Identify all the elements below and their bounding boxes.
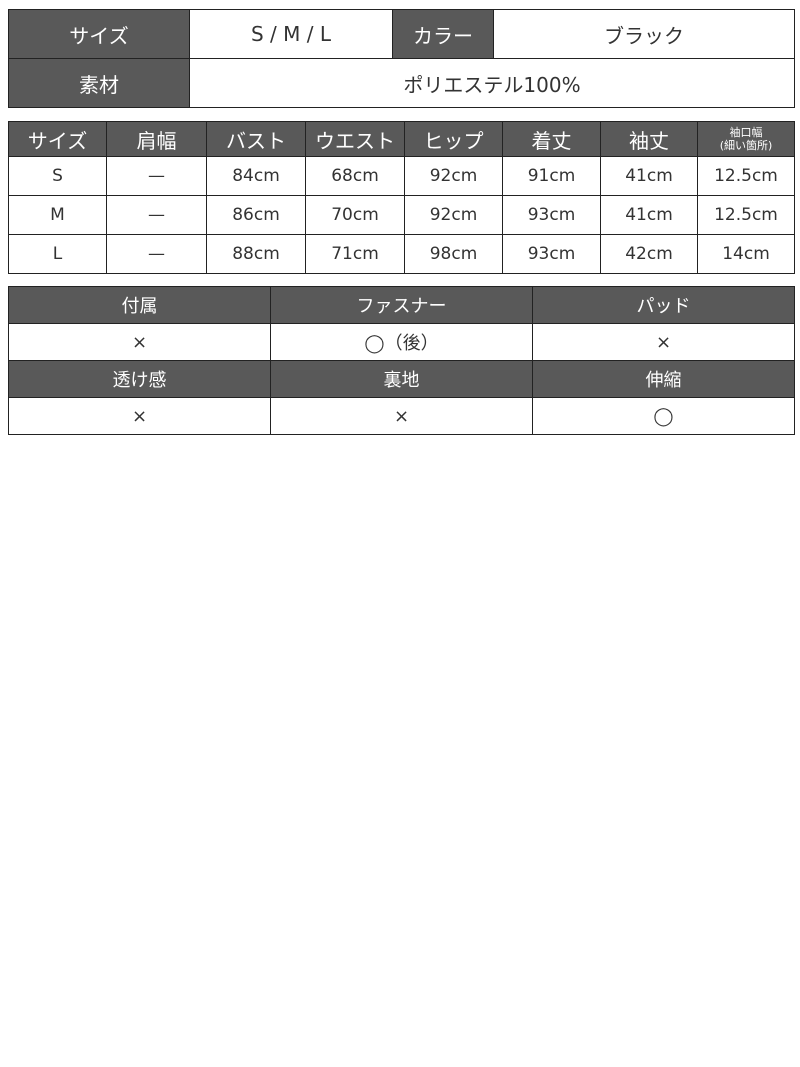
header-cell-cuff: 袖口幅 (細い箇所) (697, 121, 795, 157)
size-table: サイズ 肩幅 バスト ウエスト ヒップ 着丈 袖丈 袖口幅 (細い箇所) S —84… (8, 121, 795, 274)
cell: 12.5cm (697, 156, 795, 196)
spec-table: サイズ S / M / L カラー ブラック 素材 ポリエステル100% (8, 9, 795, 108)
table-row: M —86cm 70cm 92cm 93cm 41cm 12.5cm (8, 195, 795, 235)
cell: 98cm (404, 234, 503, 274)
cell: 84cm (206, 156, 306, 196)
table-row: L —88cm 71cm 98cm 93cm 42cm 14cm (8, 234, 795, 274)
cell: 71cm (305, 234, 405, 274)
cell: 88cm (206, 234, 306, 274)
header-cell: パッド (532, 286, 795, 324)
header-cell: 付属 (8, 286, 271, 324)
cell: 41cm (600, 156, 698, 196)
cell: — (106, 195, 207, 235)
header-cell: 裏地 (270, 360, 533, 398)
size-label: サイズ (8, 9, 190, 59)
cell: 93cm (502, 195, 601, 235)
header-cell: 透け感 (8, 360, 271, 398)
color-value: ブラック (493, 9, 795, 59)
cell: 91cm (502, 156, 601, 196)
cell: × (270, 397, 533, 435)
header-cell: 肩幅 (106, 121, 207, 157)
header-cell: ウエスト (305, 121, 405, 157)
table-row: S —84cm 68cm 92cm 91cm 41cm 12.5cm (8, 156, 795, 196)
header-cell: サイズ (8, 121, 107, 157)
header-cell: 袖丈 (600, 121, 698, 157)
cell: 92cm (404, 195, 503, 235)
cell: 70cm (305, 195, 405, 235)
header-cell: 伸縮 (532, 360, 795, 398)
cell: × (532, 323, 795, 361)
header-cell: 着丈 (502, 121, 601, 157)
color-label: カラー (392, 9, 494, 59)
cuff-line1: 袖口幅 (729, 126, 763, 139)
material-label: 素材 (8, 58, 190, 108)
cell: × (8, 323, 271, 361)
size-table-header: サイズ 肩幅 バスト ウエスト ヒップ 着丈 袖丈 袖口幅 (細い箇所) (8, 121, 795, 157)
cuff-line2: (細い箇所) (719, 139, 773, 152)
cell: ◯（後） (270, 323, 533, 361)
header-cell: ヒップ (404, 121, 503, 157)
cell: — (106, 156, 207, 196)
cell: 92cm (404, 156, 503, 196)
header-cell: ファスナー (270, 286, 533, 324)
cell: M (8, 195, 107, 235)
cell: 41cm (600, 195, 698, 235)
cell: 86cm (206, 195, 306, 235)
cell: S (8, 156, 107, 196)
cell: 93cm (502, 234, 601, 274)
size-value: S / M / L (189, 9, 393, 59)
features-table: 付属 ファスナー パッド × ◯（後） × 透け感 裏地 伸縮 × × ◯ (8, 286, 795, 435)
cell: 12.5cm (697, 195, 795, 235)
cell: 42cm (600, 234, 698, 274)
cell: L (8, 234, 107, 274)
cell: 14cm (697, 234, 795, 274)
header-cell: バスト (206, 121, 306, 157)
cell: × (8, 397, 271, 435)
cell: 68cm (305, 156, 405, 196)
cell: — (106, 234, 207, 274)
material-value: ポリエステル100% (189, 58, 795, 108)
cell: ◯ (532, 397, 795, 435)
